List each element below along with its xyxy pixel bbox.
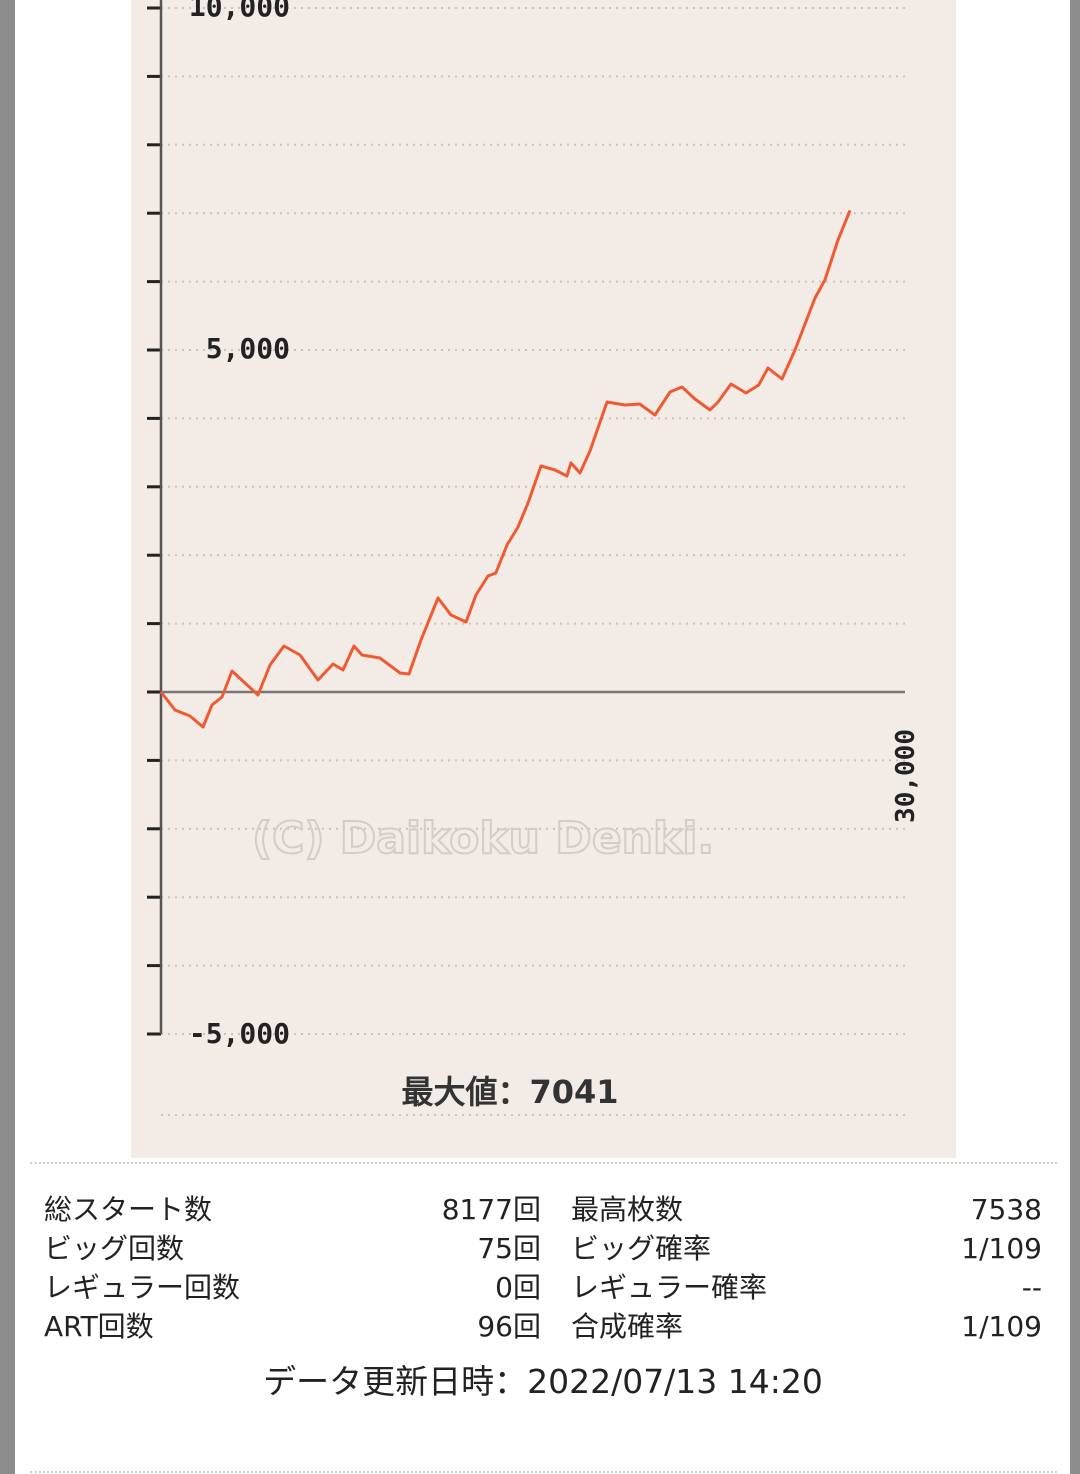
stat-label: ビッグ回数 (44, 1232, 185, 1265)
stats-row: レギュラー回数 0回 レギュラー確率 -- (0, 1268, 1080, 1307)
divider (30, 1162, 1057, 1164)
stat-value: 1/109 (961, 1310, 1042, 1343)
stats-row: 総スタート数 8177回 最高枚数 7538 (0, 1190, 1080, 1229)
stat-value: 96回 (477, 1310, 541, 1343)
y-tick-label-5000: 5,000 (206, 332, 290, 365)
stat-label: 最高枚数 (571, 1193, 684, 1226)
series-line (159, 209, 852, 729)
stat-value: 8177回 (441, 1193, 541, 1226)
stat-value: 75回 (477, 1232, 541, 1265)
max-value-annotation: 最大値：7041 (401, 1073, 618, 1111)
stat-value: 7538 (970, 1193, 1042, 1226)
stat-value: -- (1021, 1271, 1042, 1304)
chart-panel (131, 0, 956, 1158)
x-tick-label-30000: 30,000 (891, 729, 921, 823)
stats-row: ART回数 96回 合成確率 1/109 (0, 1307, 1080, 1346)
y-tick-label-10000: 10,000 (189, 0, 290, 23)
stat-value: 0回 (495, 1271, 541, 1304)
stat-value: 1/109 (961, 1232, 1042, 1265)
stat-label: ART回数 (44, 1310, 154, 1343)
stat-label: 合成確率 (571, 1310, 684, 1343)
stat-label: ビッグ確率 (571, 1232, 712, 1265)
stat-label: 総スタート数 (44, 1193, 213, 1226)
stat-label: レギュラー回数 (44, 1271, 241, 1304)
watermark: (C) Daikoku Denki. (252, 813, 714, 864)
divider (30, 1471, 1057, 1473)
stats-row: ビッグ回数 75回 ビッグ確率 1/109 (0, 1229, 1080, 1268)
stat-label: レギュラー確率 (571, 1271, 768, 1304)
y-tick-label-minus-5000: -5,000 (189, 1017, 290, 1050)
data-updated-timestamp: データ更新日時：2022/07/13 14:20 (263, 1362, 823, 1401)
slump-graph: (C) Daikoku Denki. 10,000 5,000 -5,000 3… (147, 0, 921, 1116)
